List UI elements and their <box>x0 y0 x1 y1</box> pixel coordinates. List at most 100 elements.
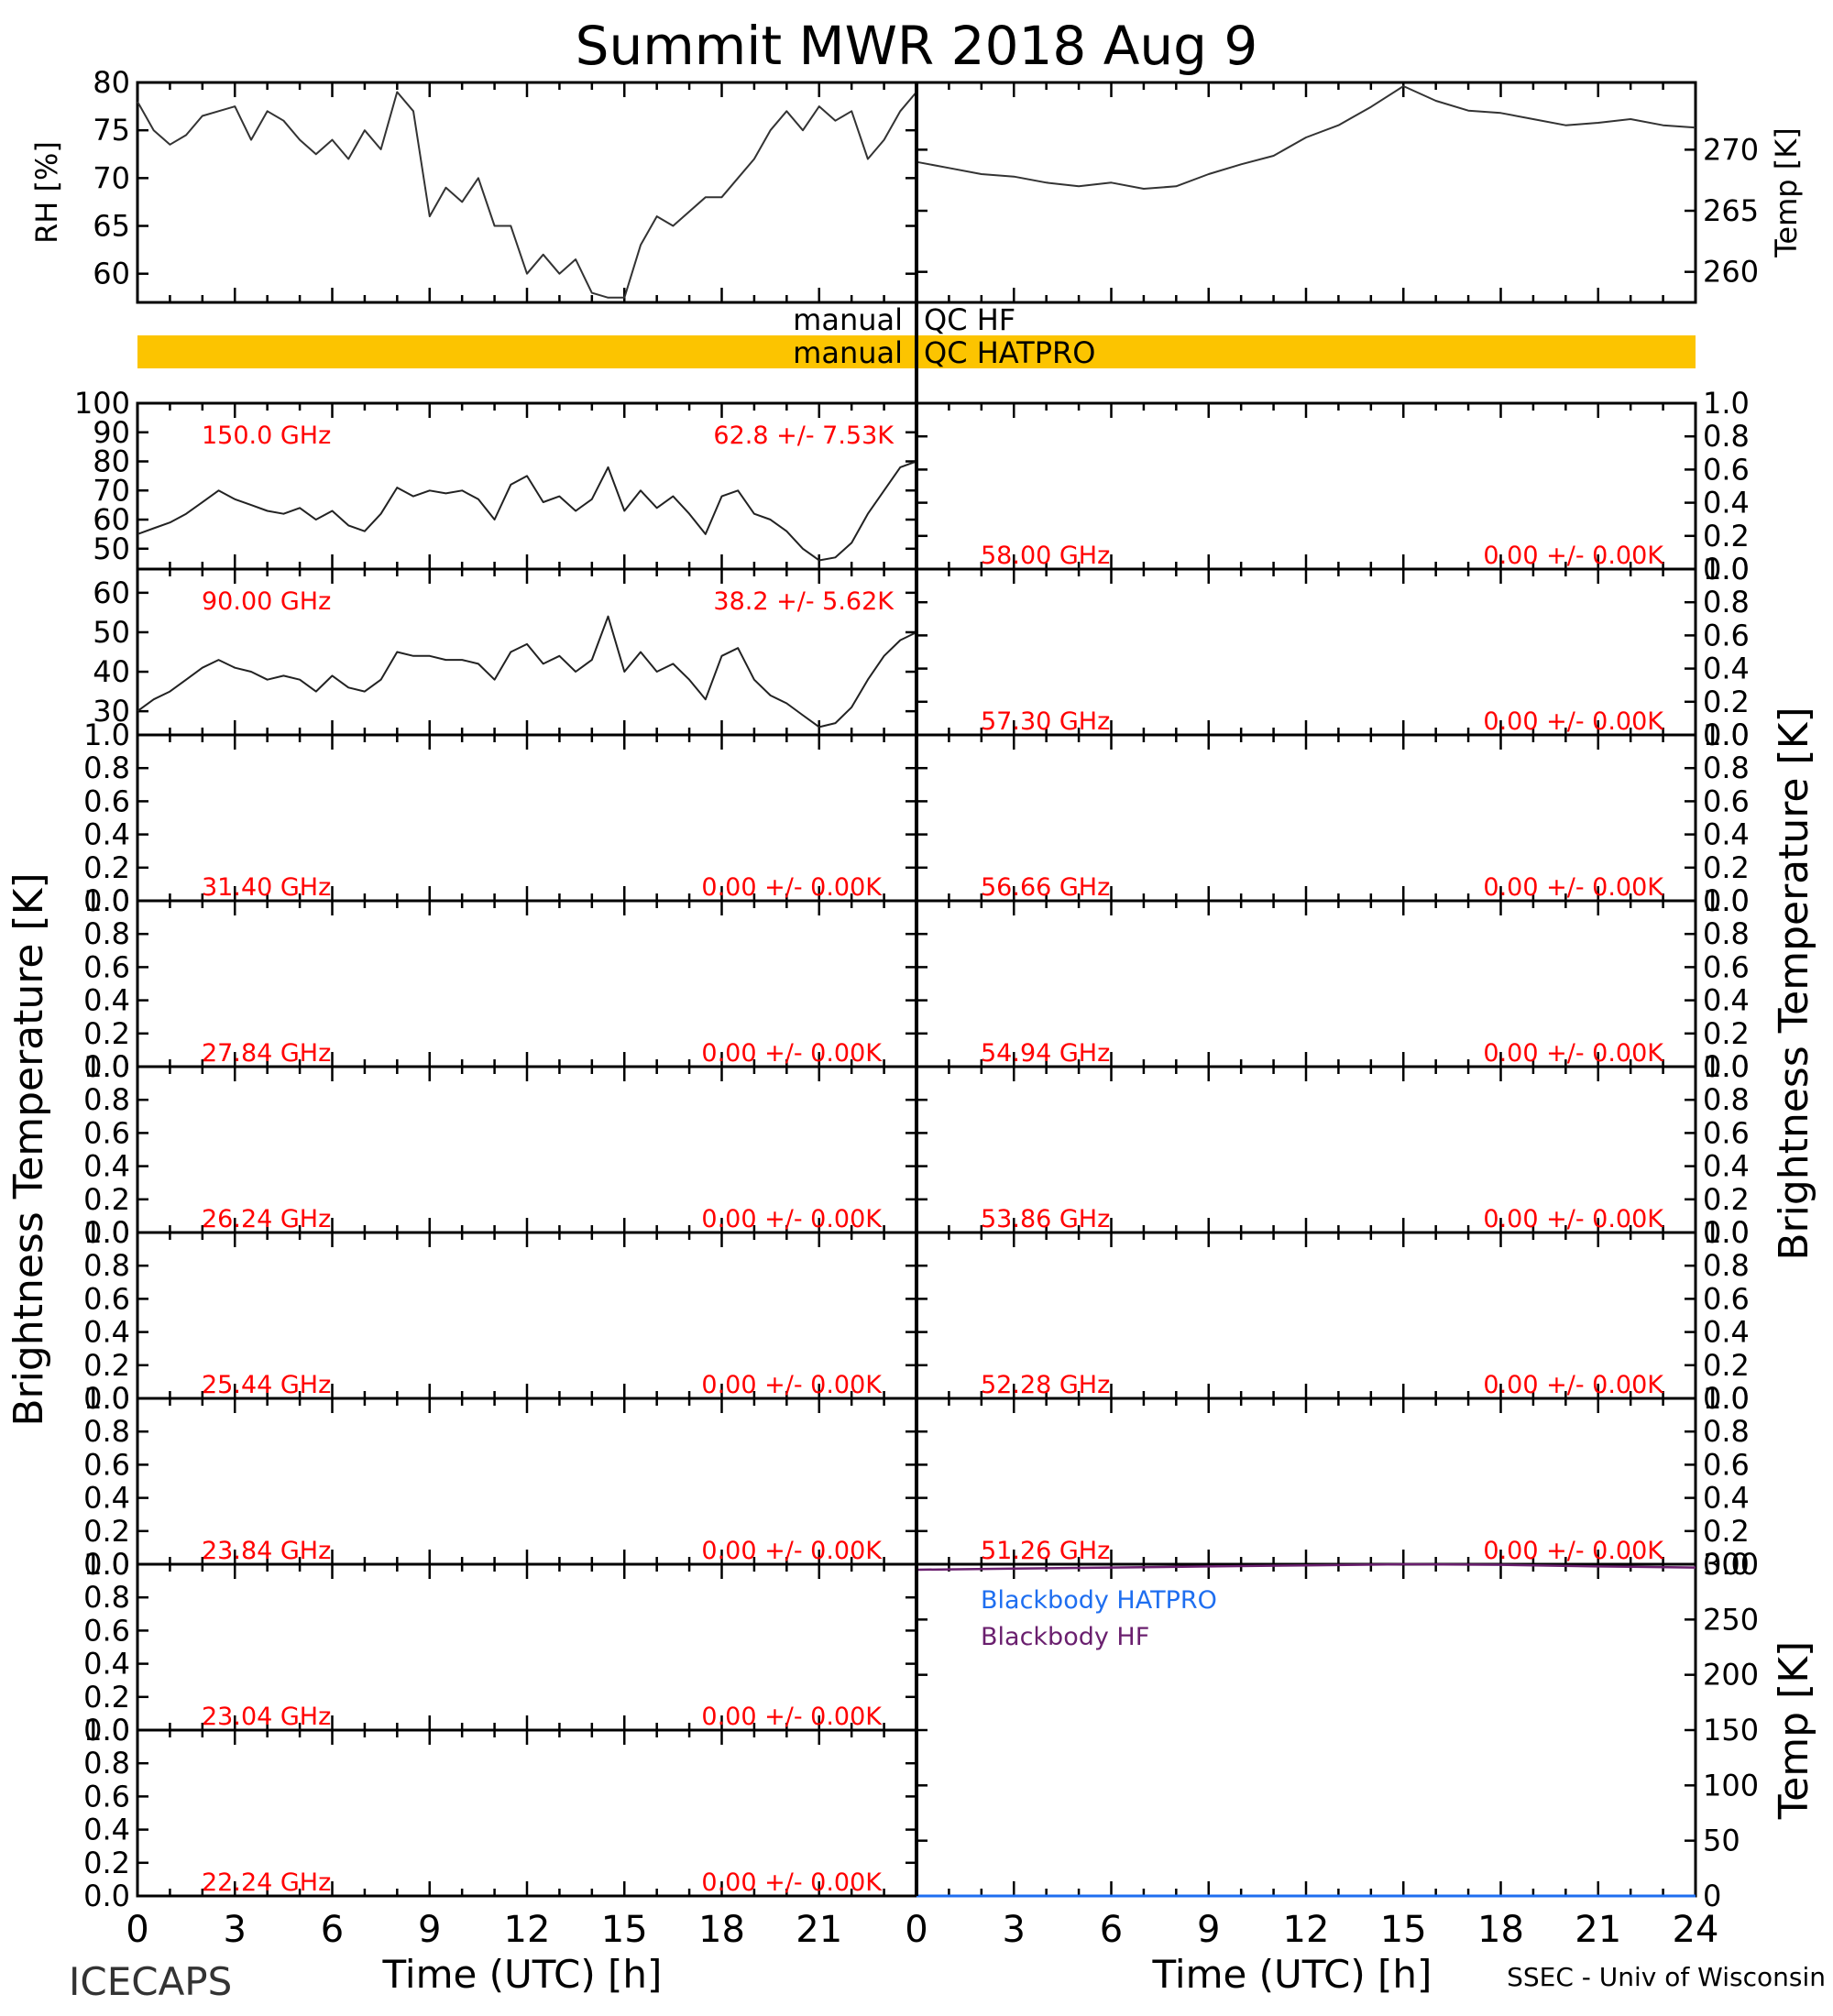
tb-right-2-ytick-label: 0.2 <box>1703 850 1750 885</box>
tb-left-0-ytick-label: 100 <box>74 386 130 421</box>
tb-left-2-ytick-label: 0.4 <box>83 817 130 852</box>
tb-right-4-ytick-label: 0.4 <box>1703 1149 1750 1184</box>
tb-left-8-ytick-label: 0.6 <box>83 1779 130 1813</box>
x-tick-label-left: 15 <box>601 1909 648 1951</box>
tb-left-8-ytick-label: 0.0 <box>83 1879 130 1913</box>
tb-left-0-ytick-label: 50 <box>93 531 130 566</box>
x-tick-label-right: 24 <box>1673 1909 1719 1951</box>
x-tick-label-right: 21 <box>1575 1909 1621 1951</box>
temp-panel-ytick-label: 260 <box>1703 255 1759 290</box>
x-tick-label-left: 21 <box>796 1909 842 1951</box>
tb-stat-label: 0.00 +/- 0.00K <box>1483 873 1664 902</box>
tb-left-2-ytick-label: 0.0 <box>83 883 130 918</box>
tb-stat-label: 0.00 +/- 0.00K <box>701 1371 883 1399</box>
tb-right-0-ytick-label: 0.2 <box>1703 519 1750 553</box>
tb-freq-label: 22.24 GHz <box>202 1868 331 1897</box>
tb-freq-label: 51.26 GHz <box>981 1537 1110 1565</box>
tb-left-1-ytick-label: 60 <box>93 575 130 610</box>
qc-hf-right-label: QC HF <box>924 302 1015 337</box>
x-tick-label-left: 9 <box>418 1909 441 1951</box>
tb-right-3-ytick-label: 0.6 <box>1703 949 1750 984</box>
tb-left-6-ytick-label: 0.4 <box>83 1481 130 1516</box>
tb-left-4-ytick-label: 0.8 <box>83 1082 130 1117</box>
tb-freq-label: 54.94 GHz <box>981 1039 1110 1068</box>
x-tick-label-right: 15 <box>1380 1909 1427 1951</box>
tb-right-0-ytick-label: 0.8 <box>1703 419 1750 454</box>
tb-right-1-ytick-label: 0.6 <box>1703 618 1750 652</box>
tb-left-7-ytick-label: 0.6 <box>83 1613 130 1648</box>
temp-panel-ytick-label: 265 <box>1703 193 1759 228</box>
rh-panel-frame <box>136 81 918 304</box>
x-tick-label-right: 9 <box>1197 1909 1220 1951</box>
tb-left-1-ytick-label: 50 <box>93 615 130 650</box>
tb-right-4-ytick-label: 0.2 <box>1703 1182 1750 1217</box>
temp-series-line <box>916 85 1696 190</box>
tb-left-1-ytick-label: 30 <box>93 694 130 729</box>
tb-right-2-ytick-label: 0.0 <box>1703 883 1750 918</box>
tb-stat-label: 0.00 +/- 0.00K <box>1483 1205 1664 1233</box>
x-tick-label-right: 12 <box>1283 1909 1330 1951</box>
tb-left-3-ytick-label: 0.8 <box>83 916 130 951</box>
x-axis-label-left: Time (UTC) [h] <box>382 1952 663 1997</box>
rh-panel-ytick-label: 70 <box>93 160 130 195</box>
tb-left-6-ytick-label: 0.6 <box>83 1447 130 1482</box>
x-tick-label-right: 6 <box>1100 1909 1123 1951</box>
tb-right-3-ytick-label: 0.8 <box>1703 916 1750 951</box>
tb-right-6-ytick-label: 0.8 <box>1703 1414 1750 1449</box>
tb-left-5-ytick-label: 0.2 <box>83 1348 130 1383</box>
tb-left-7-ytick-label: 0.0 <box>83 1713 130 1748</box>
tb-stat-label: 0.00 +/- 0.00K <box>1483 707 1664 736</box>
x-tick-label-left: 3 <box>224 1909 247 1951</box>
tb-freq-label: 25.44 GHz <box>202 1371 331 1399</box>
tb-right-6-ytick-label: 0.0 <box>1703 1547 1750 1582</box>
temp-panel-frame <box>915 81 1697 304</box>
tb-stat-label: 0.00 +/- 0.00K <box>701 1703 883 1731</box>
tb-left-0-ytick-label: 70 <box>93 473 130 508</box>
tb-left-3-ytick-label: 1.0 <box>83 883 130 918</box>
tb-right-4-ytick-label: 0.8 <box>1703 1082 1750 1117</box>
tb-right-5-ytick-label: 1.0 <box>1703 1215 1750 1250</box>
x-axis-label-right: Time (UTC) [h] <box>1152 1952 1432 1997</box>
temp-panel-ytick-label: 270 <box>1703 132 1759 167</box>
tb-right-1-ytick-label: 0.2 <box>1703 685 1750 719</box>
tb-stat-label: 0.00 +/- 0.00K <box>1483 542 1664 570</box>
tb-left-3-ytick-label: 0.6 <box>83 949 130 984</box>
tb-left-5-ytick-label: 0.0 <box>83 1381 130 1416</box>
tb-left-7-ytick-label: 1.0 <box>83 1547 130 1582</box>
tb-left-4-ytick-label: 1.0 <box>83 1049 130 1084</box>
blackbody-panel-ytick-label: 300 <box>1703 1547 1759 1582</box>
tb-right-1-ytick-label: 0.0 <box>1703 718 1750 752</box>
tb-left-5-ytick-label: 1.0 <box>83 1215 130 1250</box>
rh-panel-ytick-label: 60 <box>93 257 130 291</box>
rh-panel-ytick-label: 75 <box>93 113 130 148</box>
tb-series-line <box>137 460 917 562</box>
tb-right-6-ytick-label: 0.4 <box>1703 1481 1750 1516</box>
x-tick-label-right: 3 <box>1003 1909 1026 1951</box>
tb-right-0-ytick-label: 1.0 <box>1703 386 1750 421</box>
tb-left-7-ytick-label: 0.4 <box>83 1647 130 1682</box>
tb-right-1-ytick-label: 0.4 <box>1703 652 1750 686</box>
tb-series-line <box>137 615 917 729</box>
tb-freq-label: 56.66 GHz <box>981 873 1110 902</box>
tb-ylabel-right: Brightness Temperature [K] <box>1771 707 1817 1260</box>
qc-hatpro-left-label: manual <box>793 335 903 370</box>
tb-stat-label: 0.00 +/- 0.00K <box>701 873 883 902</box>
tb-right-5-ytick-label: 0.6 <box>1703 1281 1750 1316</box>
tb-stat-label: 0.00 +/- 0.00K <box>701 1205 883 1233</box>
tb-left-7-ytick-label: 0.8 <box>83 1580 130 1615</box>
tb-right-3-ytick-label: 0.4 <box>1703 983 1750 1018</box>
tb-right-2-ytick-label: 0.4 <box>1703 817 1750 852</box>
tb-right-2-ytick-label: 0.6 <box>1703 783 1750 818</box>
tb-right-6-ytick-label: 1.0 <box>1703 1381 1750 1416</box>
tb-left-4-ytick-label: 0.6 <box>83 1115 130 1150</box>
tb-left-8-ytick-label: 0.4 <box>83 1813 130 1847</box>
blackbody-hf-line <box>916 1562 1696 1572</box>
tb-right-2-ytick-label: 0.8 <box>1703 751 1750 785</box>
tb-left-1-ytick-label: 40 <box>93 654 130 689</box>
tb-left-0-ytick-label: 60 <box>93 502 130 537</box>
tb-right-3-ytick-label: 0.2 <box>1703 1016 1750 1051</box>
tb-stat-label: 0.00 +/- 0.00K <box>1483 1039 1664 1068</box>
legend-blackbody-hf: Blackbody HF <box>981 1623 1149 1651</box>
tb-left-2-ytick-label: 1.0 <box>83 718 130 752</box>
